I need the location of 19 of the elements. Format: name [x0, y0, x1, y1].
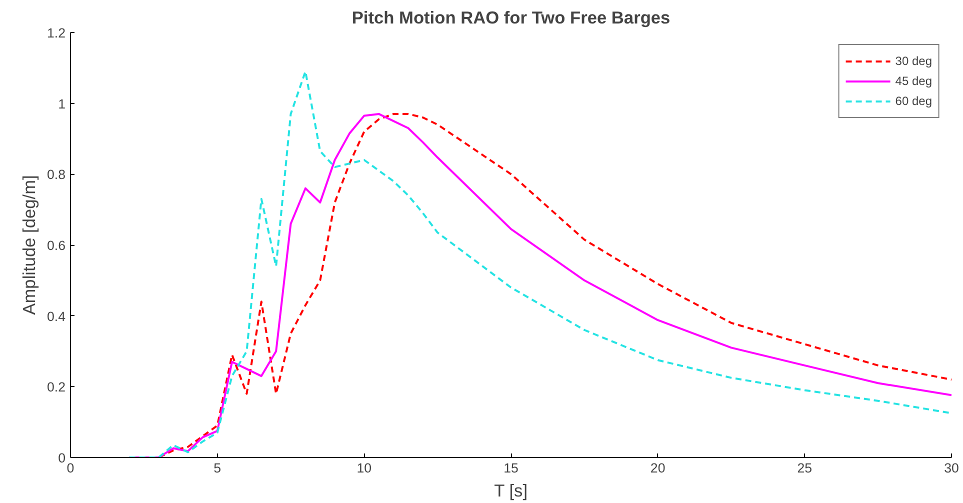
- y-tick-label: 1: [58, 96, 66, 112]
- x-tick-label: 30: [944, 460, 959, 476]
- legend-label: 45 deg: [895, 74, 932, 88]
- x-tick-label: 5: [214, 460, 222, 476]
- x-axis-title: T [s]: [494, 480, 528, 500]
- legend-label: 30 deg: [895, 54, 932, 68]
- y-tick-label: 0.4: [46, 308, 66, 324]
- y-tick-label: 1.2: [46, 26, 66, 40]
- y-tick-label: 0.8: [46, 167, 66, 182]
- legend-label: 60 deg: [895, 94, 932, 108]
- y-axis-title: Amplitude [deg/m]: [18, 175, 39, 315]
- x-tick-label: 20: [650, 460, 666, 476]
- x-tick-label: 25: [797, 460, 812, 476]
- y-tick-label: 0.6: [46, 238, 66, 253]
- x-tick-label: 10: [356, 460, 372, 476]
- x-tick-label: 15: [504, 460, 518, 476]
- y-tick-label: 0: [58, 450, 66, 466]
- chart-title: Pitch Motion RAO for Two Free Barges: [352, 8, 670, 28]
- y-tick-label: 0.2: [46, 380, 66, 395]
